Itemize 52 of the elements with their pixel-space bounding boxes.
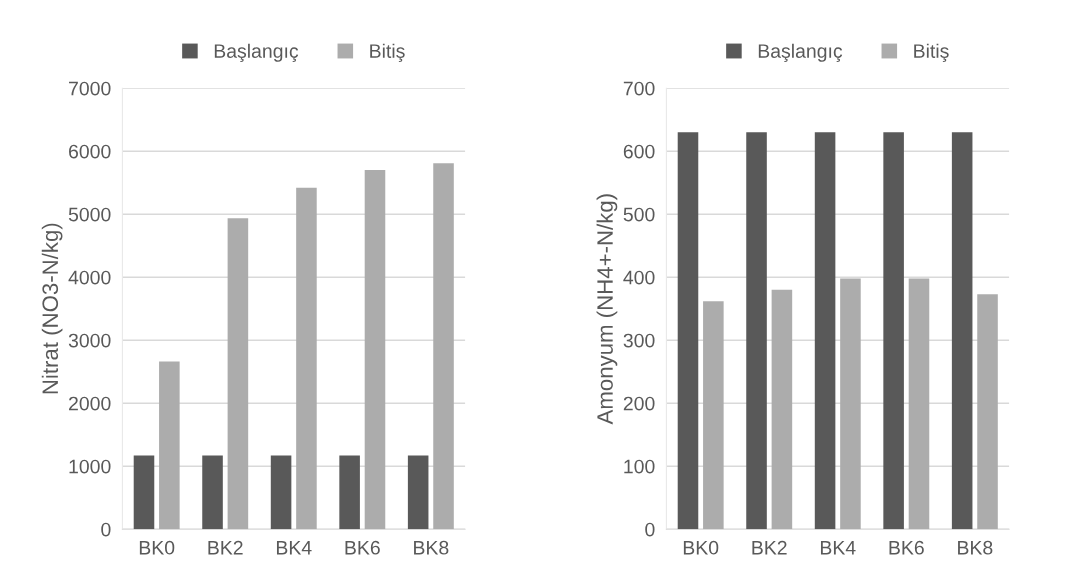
bar xyxy=(951,132,973,530)
bar xyxy=(883,132,904,530)
bar xyxy=(677,132,699,530)
bar xyxy=(159,361,180,530)
y-tick-label: 7000 xyxy=(69,81,111,96)
y-tick-label: 4000 xyxy=(68,270,111,285)
x-tick-label: BK8 xyxy=(958,540,993,555)
y-tick-label: 0 xyxy=(101,522,111,537)
bar xyxy=(840,278,861,530)
y-tick-label: 2000 xyxy=(69,396,111,411)
bar xyxy=(296,187,317,530)
x-tick-label: BK2 xyxy=(752,540,787,555)
legend-label: Başlangıç xyxy=(758,43,843,62)
y-tick-label: 700 xyxy=(623,81,655,96)
bar xyxy=(433,163,454,530)
bar xyxy=(771,289,793,530)
bar xyxy=(202,455,223,530)
y-tick-label: 500 xyxy=(623,207,655,222)
y-axis-title: Nitrat (NO3-N/kg) xyxy=(41,223,63,394)
legend-label: Bitiş xyxy=(370,43,405,62)
bar xyxy=(270,455,292,530)
x-tick-label: BK4 xyxy=(276,541,312,555)
bar xyxy=(364,170,386,530)
x-tick-label: BK2 xyxy=(208,540,243,555)
legend-label: Bitiş xyxy=(914,43,949,62)
bar xyxy=(133,455,155,530)
legend-label: Başlangıç xyxy=(214,43,299,62)
bar xyxy=(703,301,724,530)
bar xyxy=(339,455,360,530)
bar xyxy=(908,278,930,530)
y-tick-label: 100 xyxy=(624,459,655,474)
x-tick-label: BK4 xyxy=(820,541,856,555)
bar xyxy=(977,294,998,530)
y-tick-label: 1000 xyxy=(69,459,111,474)
y-tick-label: 6000 xyxy=(69,144,111,159)
bar xyxy=(227,218,249,530)
y-tick-label: 3000 xyxy=(68,333,111,348)
bar xyxy=(746,132,767,530)
y-tick-label: 5000 xyxy=(68,207,111,222)
y-tick-label: 200 xyxy=(623,396,655,411)
y-tick-label: 400 xyxy=(623,270,655,285)
bar xyxy=(814,132,836,530)
x-tick-label: BK6 xyxy=(345,540,380,555)
x-tick-label: BK8 xyxy=(414,540,449,555)
y-tick-label: 300 xyxy=(623,333,655,348)
y-tick-label: 600 xyxy=(623,144,655,159)
y-axis-title: Amonyum (NH4+-N/kg) xyxy=(596,194,618,425)
y-tick-label: 0 xyxy=(645,522,655,537)
x-tick-label: BK0 xyxy=(683,540,719,555)
x-tick-label: BK0 xyxy=(139,540,175,555)
x-tick-label: BK6 xyxy=(889,540,924,555)
bar xyxy=(407,455,429,530)
